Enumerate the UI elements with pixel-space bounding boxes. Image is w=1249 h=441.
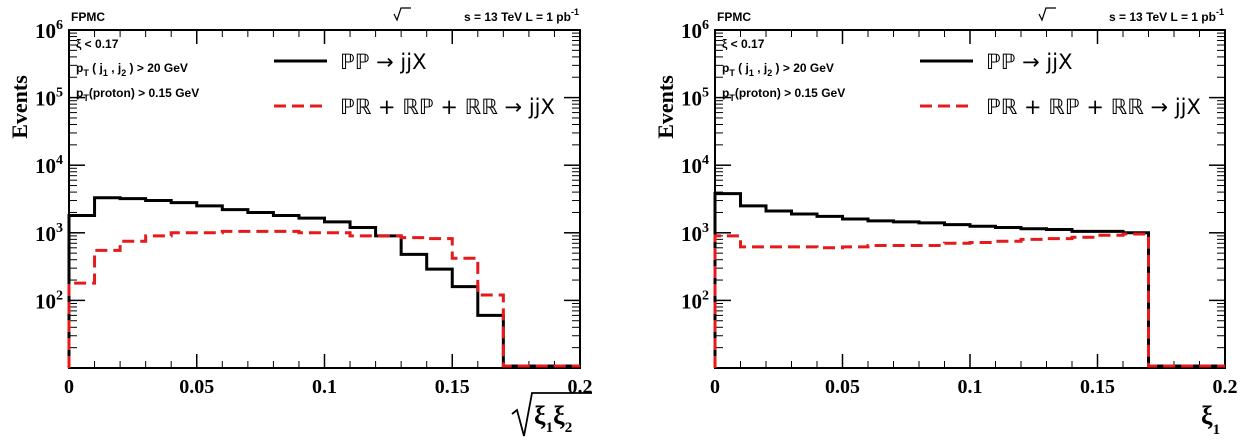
- cut-pt-jets: pT ( j1 , j2 ) > 20 GeV: [722, 61, 834, 78]
- header-energy: s = 13 TeV L = 1 pb-1: [1109, 7, 1224, 24]
- x-axis-title-right: ξ1: [1201, 401, 1220, 438]
- x-tick-label: 0.2: [1213, 376, 1238, 398]
- y-tick-exponent: 4: [702, 153, 709, 168]
- x-axis-title-part: ξ: [1201, 401, 1213, 430]
- cut-pt-jets-part: ( j: [89, 61, 103, 75]
- cut-pt-jets-part: ) > 20 GeV: [126, 61, 188, 75]
- legend-pp-label: ℙℙ → jjX: [340, 50, 426, 74]
- cut-pt-jets-part: p: [722, 61, 729, 75]
- y-tick-base: 10: [35, 222, 56, 246]
- cut-pt-jets-part: , j: [108, 61, 121, 75]
- cut-pt-proton: pT(proton) > 0.15 GeV: [76, 86, 199, 103]
- x-tick-label: 0.1: [312, 376, 337, 398]
- series-pp-histogram: [713, 192, 1225, 368]
- y-tick-base: 10: [681, 222, 702, 246]
- cut-pt-proton-part: p: [76, 86, 83, 100]
- x-tick-label: 0: [710, 376, 720, 398]
- x-tick-label: 0.15: [435, 376, 470, 398]
- header-energy: s = 13 TeV L = 1 pb-1: [464, 7, 579, 24]
- cut-pt-jets-part: T: [729, 68, 735, 78]
- x-tick-label: 0.05: [825, 376, 860, 398]
- header-fpmc: FPMC: [71, 10, 105, 24]
- legend-rr-label: ℙℝ + ℝℙ + ℝℝ → jjX: [986, 95, 1201, 119]
- y-tick-base: 10: [35, 289, 56, 313]
- cut-pt-proton-part: p: [722, 86, 729, 100]
- y-tick-base: 10: [681, 289, 702, 313]
- y-tick-label: 105: [681, 86, 709, 111]
- sqrt-icon: [393, 7, 411, 22]
- cut-xi: ξ < 0.17: [76, 37, 119, 51]
- cut-pt-jets-part: 2: [121, 68, 126, 78]
- legend-rr-label: ℙℝ + ℝℙ + ℝℝ → jjX: [340, 95, 555, 119]
- x-tick-label: 0: [64, 376, 74, 398]
- series-rr-histogram: [67, 229, 580, 368]
- y-tick-exponent: 3: [56, 221, 63, 236]
- cut-pt-jets-part: p: [76, 61, 83, 75]
- x-axis-title-left: ξ1ξ2: [534, 401, 572, 436]
- series-pp-histogram: [67, 196, 580, 368]
- cut-pt-jets: pT ( j1 , j2 ) > 20 GeV: [76, 61, 188, 78]
- chart-panel-1: 0 0.05 0.1 0.15 0.2102103104105106EventsFPMC…: [7, 7, 593, 398]
- chart-panel-2: 0 0.05 0.1 0.15 0.2102103104105106EventsFPMC…: [653, 7, 1238, 398]
- y-tick-base: 10: [681, 19, 702, 43]
- sqrt-icon: [1038, 7, 1056, 22]
- y-tick-label: 105: [35, 86, 63, 111]
- y-tick-exponent: 3: [702, 221, 709, 236]
- y-tick-label: 106: [35, 18, 63, 43]
- header-sqrt-s: s = 13 TeV L = 1 pb: [464, 10, 571, 24]
- y-tick-exponent: 4: [56, 153, 63, 168]
- y-tick-exponent: 2: [56, 288, 63, 303]
- x-axis-title-part: 1: [546, 420, 554, 436]
- cut-pt-proton-part: (proton) > 0.15 GeV: [735, 86, 845, 100]
- x-tick-label: 0.2: [568, 376, 593, 398]
- y-tick-label: 103: [681, 221, 709, 246]
- legend-pp-label: ℙℙ → jjX: [986, 50, 1072, 74]
- cut-pt-jets-part: 1: [749, 68, 754, 78]
- cut-pt-jets-part: 2: [767, 68, 772, 78]
- y-tick-exponent: 6: [702, 18, 709, 33]
- series-rr-histogram: [713, 232, 1225, 368]
- x-tick-label: 0.05: [179, 376, 214, 398]
- header-sqrt-s: s = 13 TeV L = 1 pb: [1109, 10, 1216, 24]
- x-tick-label: 0.1: [958, 376, 983, 398]
- y-tick-exponent: 5: [56, 86, 63, 101]
- y-axis-title: Events: [7, 75, 32, 139]
- y-tick-label: 102: [35, 288, 63, 313]
- cut-xi: ξ < 0.17: [722, 37, 765, 51]
- cut-pt-jets-part: T: [83, 68, 89, 78]
- y-tick-base: 10: [35, 87, 56, 111]
- cut-pt-proton-part: T: [729, 93, 735, 103]
- header-lumi-exp: -1: [1216, 7, 1224, 17]
- x-tick-label: 0.15: [1080, 376, 1115, 398]
- y-tick-exponent: 6: [56, 18, 63, 33]
- header-fpmc: FPMC: [717, 10, 751, 24]
- y-tick-label: 104: [681, 153, 709, 178]
- x-axis-titles: ξ1ξ2 ξ1: [511, 392, 1220, 438]
- cut-pt-jets-part: 1: [103, 68, 108, 78]
- cut-pt-proton-part: (proton) > 0.15 GeV: [89, 86, 199, 100]
- y-tick-base: 10: [681, 154, 702, 178]
- y-tick-label: 102: [681, 288, 709, 313]
- cut-pt-jets-part: , j: [754, 61, 767, 75]
- y-tick-exponent: 2: [702, 288, 709, 303]
- x-axis-title-part: ξ: [553, 401, 565, 430]
- cut-pt-jets-part: ) > 20 GeV: [772, 61, 834, 75]
- y-tick-label: 106: [681, 18, 709, 43]
- y-tick-base: 10: [35, 154, 56, 178]
- cut-pt-proton-part: T: [83, 93, 89, 103]
- x-axis-title-part: 2: [565, 420, 573, 436]
- cut-pt-proton: pT(proton) > 0.15 GeV: [722, 86, 845, 103]
- header-lumi-exp: -1: [571, 7, 579, 17]
- sqrt-radical-icon: [511, 392, 592, 437]
- x-axis-title-part: 1: [1213, 422, 1221, 438]
- y-tick-label: 103: [35, 221, 63, 246]
- y-tick-base: 10: [681, 87, 702, 111]
- y-axis-title: Events: [653, 75, 678, 139]
- cut-pt-jets-part: ( j: [735, 61, 749, 75]
- y-tick-base: 10: [35, 19, 56, 43]
- y-tick-label: 104: [35, 153, 63, 178]
- x-axis-title-part: ξ: [534, 401, 546, 430]
- y-tick-exponent: 5: [702, 86, 709, 101]
